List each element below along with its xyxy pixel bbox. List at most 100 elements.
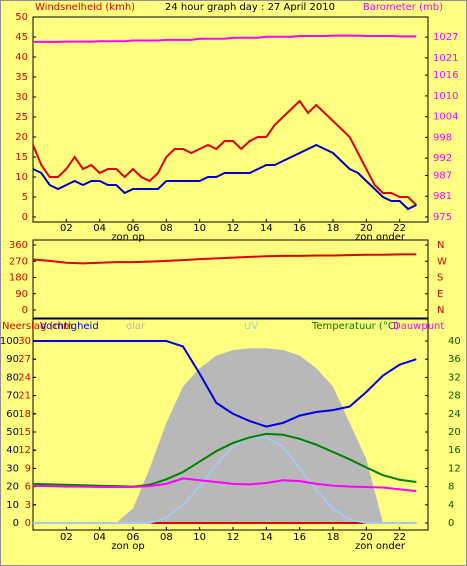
x-tick-label: 08 (160, 532, 173, 543)
y-tick-label: 35 (15, 72, 28, 83)
x-tick-label: 04 (93, 223, 106, 234)
y2-tick-label: 12 (448, 463, 461, 474)
y2-tick-label: 32 (448, 372, 461, 383)
plot-frame (32, 16, 429, 223)
y3-tick-label: 18 (18, 409, 31, 420)
y2-tick-label: S (437, 273, 443, 284)
y2-tick-label: 24 (448, 409, 461, 420)
y2-tick-label: 1027 (433, 32, 458, 43)
y-tick-label: 25 (15, 112, 28, 123)
x-tick-label: 06 (127, 223, 140, 234)
y3-tick-label: 0 (25, 518, 31, 529)
y-tick-label: 360 (9, 240, 28, 251)
x-tick-label: 16 (293, 532, 306, 543)
x-tick-label: 12 (227, 223, 240, 234)
line (33, 340, 417, 428)
y2-tick-label: 0 (448, 518, 454, 529)
y-tick-label: 0 (13, 518, 19, 529)
annotation: zon op (111, 541, 144, 552)
y-tick-label: 30 (6, 463, 19, 474)
y2-tick-label: 975 (433, 212, 452, 223)
x-tick-label: 10 (193, 223, 206, 234)
y2-tick-label: W (437, 256, 447, 267)
area (33, 348, 417, 523)
y-tick-label: 90 (15, 289, 28, 300)
legend-label: Vochtigheid (40, 321, 99, 332)
line (33, 436, 417, 524)
y3-tick-label: 12 (18, 445, 31, 456)
annotation: zon op (111, 232, 144, 243)
y2-tick-label: 36 (448, 354, 461, 365)
plot-frame (32, 239, 429, 319)
y2-tick-label: 28 (448, 391, 461, 402)
y3-tick-label: 24 (18, 372, 31, 383)
chart-title: 24 hour graph day : 27 April 2010 (165, 2, 335, 13)
y-tick-label: 90 (6, 354, 19, 365)
y2-tick-label: 981 (433, 191, 452, 202)
y2-tick-label: 20 (448, 427, 461, 438)
y-tick-label: 270 (9, 256, 28, 267)
y-tick-label: 80 (6, 372, 19, 383)
line (32, 99, 418, 206)
y3-tick-label: 30 (18, 336, 31, 347)
legend-label: UV (244, 321, 258, 332)
y2-tick-label: 4 (448, 500, 454, 511)
y-tick-label: 10 (15, 172, 28, 183)
legend-label: olar (126, 321, 146, 332)
legend-label: Neerslag (mm (2, 321, 73, 332)
line (33, 34, 417, 43)
x-tick-label: 20 (360, 532, 373, 543)
x-tick-label: 10 (193, 532, 206, 543)
x-tick-label: 18 (327, 532, 340, 543)
x-tick-label: 02 (60, 223, 73, 234)
line (32, 432, 417, 488)
y-tick-label: 15 (15, 152, 28, 163)
y2-tick-label: 16 (448, 445, 461, 456)
y2-tick-label: E (437, 289, 443, 300)
annotation: zon onder (355, 232, 406, 243)
y-tick-label: 60 (6, 409, 19, 420)
legend-label: Windsnelheid (kmh) (35, 2, 135, 13)
y-tick-label: 100 (0, 336, 19, 347)
line (32, 477, 417, 493)
x-tick-label: 14 (260, 223, 273, 234)
y2-tick-label: 1016 (433, 70, 458, 81)
x-tick-label: 02 (60, 532, 73, 543)
y2-tick-label: 1004 (433, 112, 458, 123)
x-tick-label: 08 (160, 223, 173, 234)
y2-tick-label: N (437, 305, 444, 316)
y-tick-label: 70 (6, 391, 19, 402)
y-tick-label: 50 (15, 12, 28, 23)
x-tick-label: 12 (227, 532, 240, 543)
x-tick-label: 22 (393, 223, 406, 234)
y2-tick-label: 987 (433, 170, 452, 181)
x-tick-label: 22 (393, 532, 406, 543)
annotation: zon onder (355, 541, 406, 552)
y2-tick-label: 998 (433, 132, 452, 143)
y-tick-label: 10 (6, 500, 19, 511)
y3-tick-label: 9 (25, 463, 31, 474)
plot-frame (32, 318, 429, 531)
y-tick-label: 5 (22, 192, 28, 203)
x-tick-label: 16 (293, 223, 306, 234)
y-tick-label: 0 (22, 305, 28, 316)
y-tick-label: 20 (15, 132, 28, 143)
x-tick-label: 06 (127, 532, 140, 543)
x-tick-label: 04 (93, 532, 106, 543)
y3-tick-label: 3 (25, 500, 31, 511)
x-tick-label: 18 (327, 223, 340, 234)
y2-tick-label: 40 (448, 336, 461, 347)
y2-tick-label: 992 (433, 153, 452, 164)
y-tick-label: 40 (15, 52, 28, 63)
y-tick-label: 40 (6, 445, 19, 456)
legend-label: Barometer (mb) (363, 2, 443, 13)
legend-label: Dauwpunt (393, 321, 444, 332)
y-tick-label: 50 (6, 427, 19, 438)
y3-tick-label: 27 (18, 354, 31, 365)
legend-label: Temperatuur (°C) (311, 321, 399, 332)
y3-tick-label: 6 (25, 482, 31, 493)
line (32, 143, 417, 211)
y3-tick-label: 21 (18, 391, 31, 402)
